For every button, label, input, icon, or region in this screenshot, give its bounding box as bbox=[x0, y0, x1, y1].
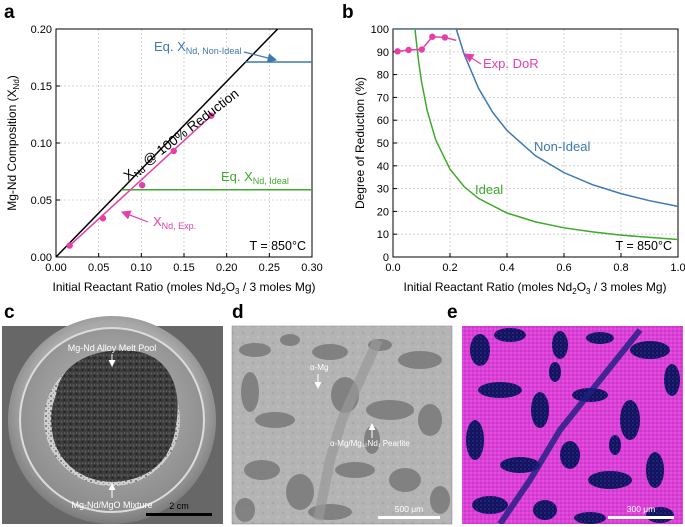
series-line bbox=[393, 29, 678, 208]
scale-label-e: 300 μm bbox=[627, 504, 656, 514]
y-tick-label: 70 bbox=[377, 92, 389, 104]
x-tick-label: 0.4 bbox=[499, 262, 514, 274]
x-tick-label: 0.20 bbox=[216, 262, 237, 274]
panel-label-d: d bbox=[232, 302, 244, 323]
label-exp-dor: Exp. DoR bbox=[483, 56, 539, 71]
temp-label-b: T = 850°C bbox=[615, 239, 672, 253]
mgo-mixture bbox=[51, 350, 178, 482]
y-tick-label: 30 bbox=[377, 184, 389, 196]
temp-label-a: T = 850°C bbox=[249, 239, 306, 253]
x-axis-label-b: Initial Reactant Ratio (moles Nd2O3 / 3 … bbox=[403, 280, 666, 296]
data-point bbox=[138, 181, 146, 189]
data-point bbox=[429, 33, 436, 40]
x-tick-label: 0.30 bbox=[301, 262, 322, 274]
y-tick-label: 90 bbox=[377, 47, 389, 59]
scale-bar-e bbox=[608, 516, 674, 519]
photo-c: c Mg-Nd Alloy Melt Pool Mg-Nd/MgO Mixtur… bbox=[2, 302, 223, 524]
x-tick-label: 0.2 bbox=[442, 262, 457, 274]
y-tick-label: 10 bbox=[377, 229, 389, 241]
series-line bbox=[69, 115, 212, 247]
x-ticks-b: 0.0 0.2 0.4 0.6 0.8 1.0 bbox=[385, 253, 685, 274]
x-tick-label: 0.15 bbox=[173, 262, 194, 274]
y-tick-label: 60 bbox=[377, 115, 389, 127]
data-point bbox=[394, 48, 401, 55]
x-tick-label: 0.00 bbox=[45, 262, 66, 274]
series-line bbox=[414, 29, 678, 241]
data-point bbox=[170, 147, 177, 155]
scale-label-c: 2 cm bbox=[169, 501, 189, 511]
label-alpha-mg: α-Mg bbox=[310, 363, 328, 372]
y-tick-label: 0.05 bbox=[31, 195, 52, 207]
label-pearlite: α-Mg/Mg₁₂Nd₁ Pearlite bbox=[330, 439, 410, 448]
arrow-xnd-exp bbox=[120, 210, 149, 223]
data-point bbox=[418, 46, 425, 53]
series-line bbox=[56, 29, 279, 257]
y-tick-label: 20 bbox=[377, 206, 389, 218]
y-ticks-b: 0 10 20 30 40 50 60 70 80 90 100 bbox=[371, 24, 397, 264]
x-tick-label: 0.8 bbox=[613, 262, 628, 274]
y-tick-label: 0.00 bbox=[31, 252, 52, 264]
label-eq-nonideal-a: Eq. XNd, Non-Ideal bbox=[154, 39, 241, 56]
eds-background bbox=[462, 326, 683, 524]
y-tick-label: 0.20 bbox=[31, 24, 52, 36]
x-tick-label: 0.10 bbox=[131, 262, 152, 274]
label-nonideal-b: Non-Ideal bbox=[534, 139, 590, 154]
label-melt-pool: Mg-Nd Alloy Melt Pool bbox=[68, 343, 157, 353]
panel-label-e: e bbox=[447, 302, 458, 323]
scale-label-d: 500 μm bbox=[395, 504, 424, 514]
x-tick-label: 0.6 bbox=[556, 262, 571, 274]
x-axis-label-a: Initial Reactant Ratio (moles Nd2O3 / 3 … bbox=[52, 280, 315, 296]
y-ticks-a: 0.00 0.05 0.10 0.15 0.20 bbox=[31, 24, 60, 264]
y-tick-label: 80 bbox=[377, 70, 389, 82]
x-tick-label: 1.0 bbox=[670, 262, 685, 274]
photo-d: d α-Mg α-Mg/Mg₁₂Nd₁ Pearlite 500 μm bbox=[231, 302, 453, 525]
data-point bbox=[405, 46, 412, 54]
panel-label-c: c bbox=[4, 302, 15, 323]
chart-a: a 0.00 0.05 0.10 0.15 0.20 0.25 0.30 0.000.050… bbox=[4, 2, 323, 296]
x-tick-label: 0.05 bbox=[88, 262, 109, 274]
y-tick-label: 100 bbox=[371, 24, 389, 36]
label-ideal-b: Ideal bbox=[475, 182, 503, 197]
scale-bar-c bbox=[146, 513, 212, 516]
series-b bbox=[393, 29, 678, 241]
data-point bbox=[66, 242, 73, 249]
panel-label-a: a bbox=[4, 2, 15, 23]
x-tick-label: 0.0 bbox=[385, 262, 400, 274]
label-xnd-exp: XNd, Exp. bbox=[153, 214, 196, 231]
label-eq-ideal-a: Eq. XNd, Ideal bbox=[221, 169, 289, 186]
scale-bar-d bbox=[378, 516, 440, 519]
y-axis-label-b: Degree of Reduction (%) bbox=[353, 77, 367, 209]
y-tick-label: 40 bbox=[377, 161, 389, 173]
panel-label-b: b bbox=[342, 2, 354, 23]
label-mixture: Mg-Nd/MgO Mixture bbox=[71, 500, 152, 510]
y-axis-label-a: Mg-Nd Composition (XNd) bbox=[5, 75, 21, 211]
chart-b: b 0.0 0.2 0.4 0.6 0.8 1.0 0 10 20 30 40 50 60 70 80 90… bbox=[342, 2, 685, 296]
x-tick-label: 0.25 bbox=[259, 262, 280, 274]
series-a bbox=[56, 29, 312, 257]
y-tick-label: 0 bbox=[383, 252, 389, 264]
data-point bbox=[99, 215, 107, 222]
x-ticks-a: 0.00 0.05 0.10 0.15 0.20 0.25 0.30 bbox=[45, 253, 323, 274]
photo-e: e 300 μm bbox=[447, 302, 683, 524]
arrow-exp-dor bbox=[463, 53, 482, 65]
data-point bbox=[441, 34, 449, 41]
arrow-nonideal-a bbox=[243, 51, 278, 63]
data-point bbox=[208, 112, 215, 119]
y-tick-label: 0.15 bbox=[31, 81, 52, 93]
y-tick-label: 0.10 bbox=[31, 138, 52, 150]
y-tick-label: 50 bbox=[377, 138, 389, 150]
